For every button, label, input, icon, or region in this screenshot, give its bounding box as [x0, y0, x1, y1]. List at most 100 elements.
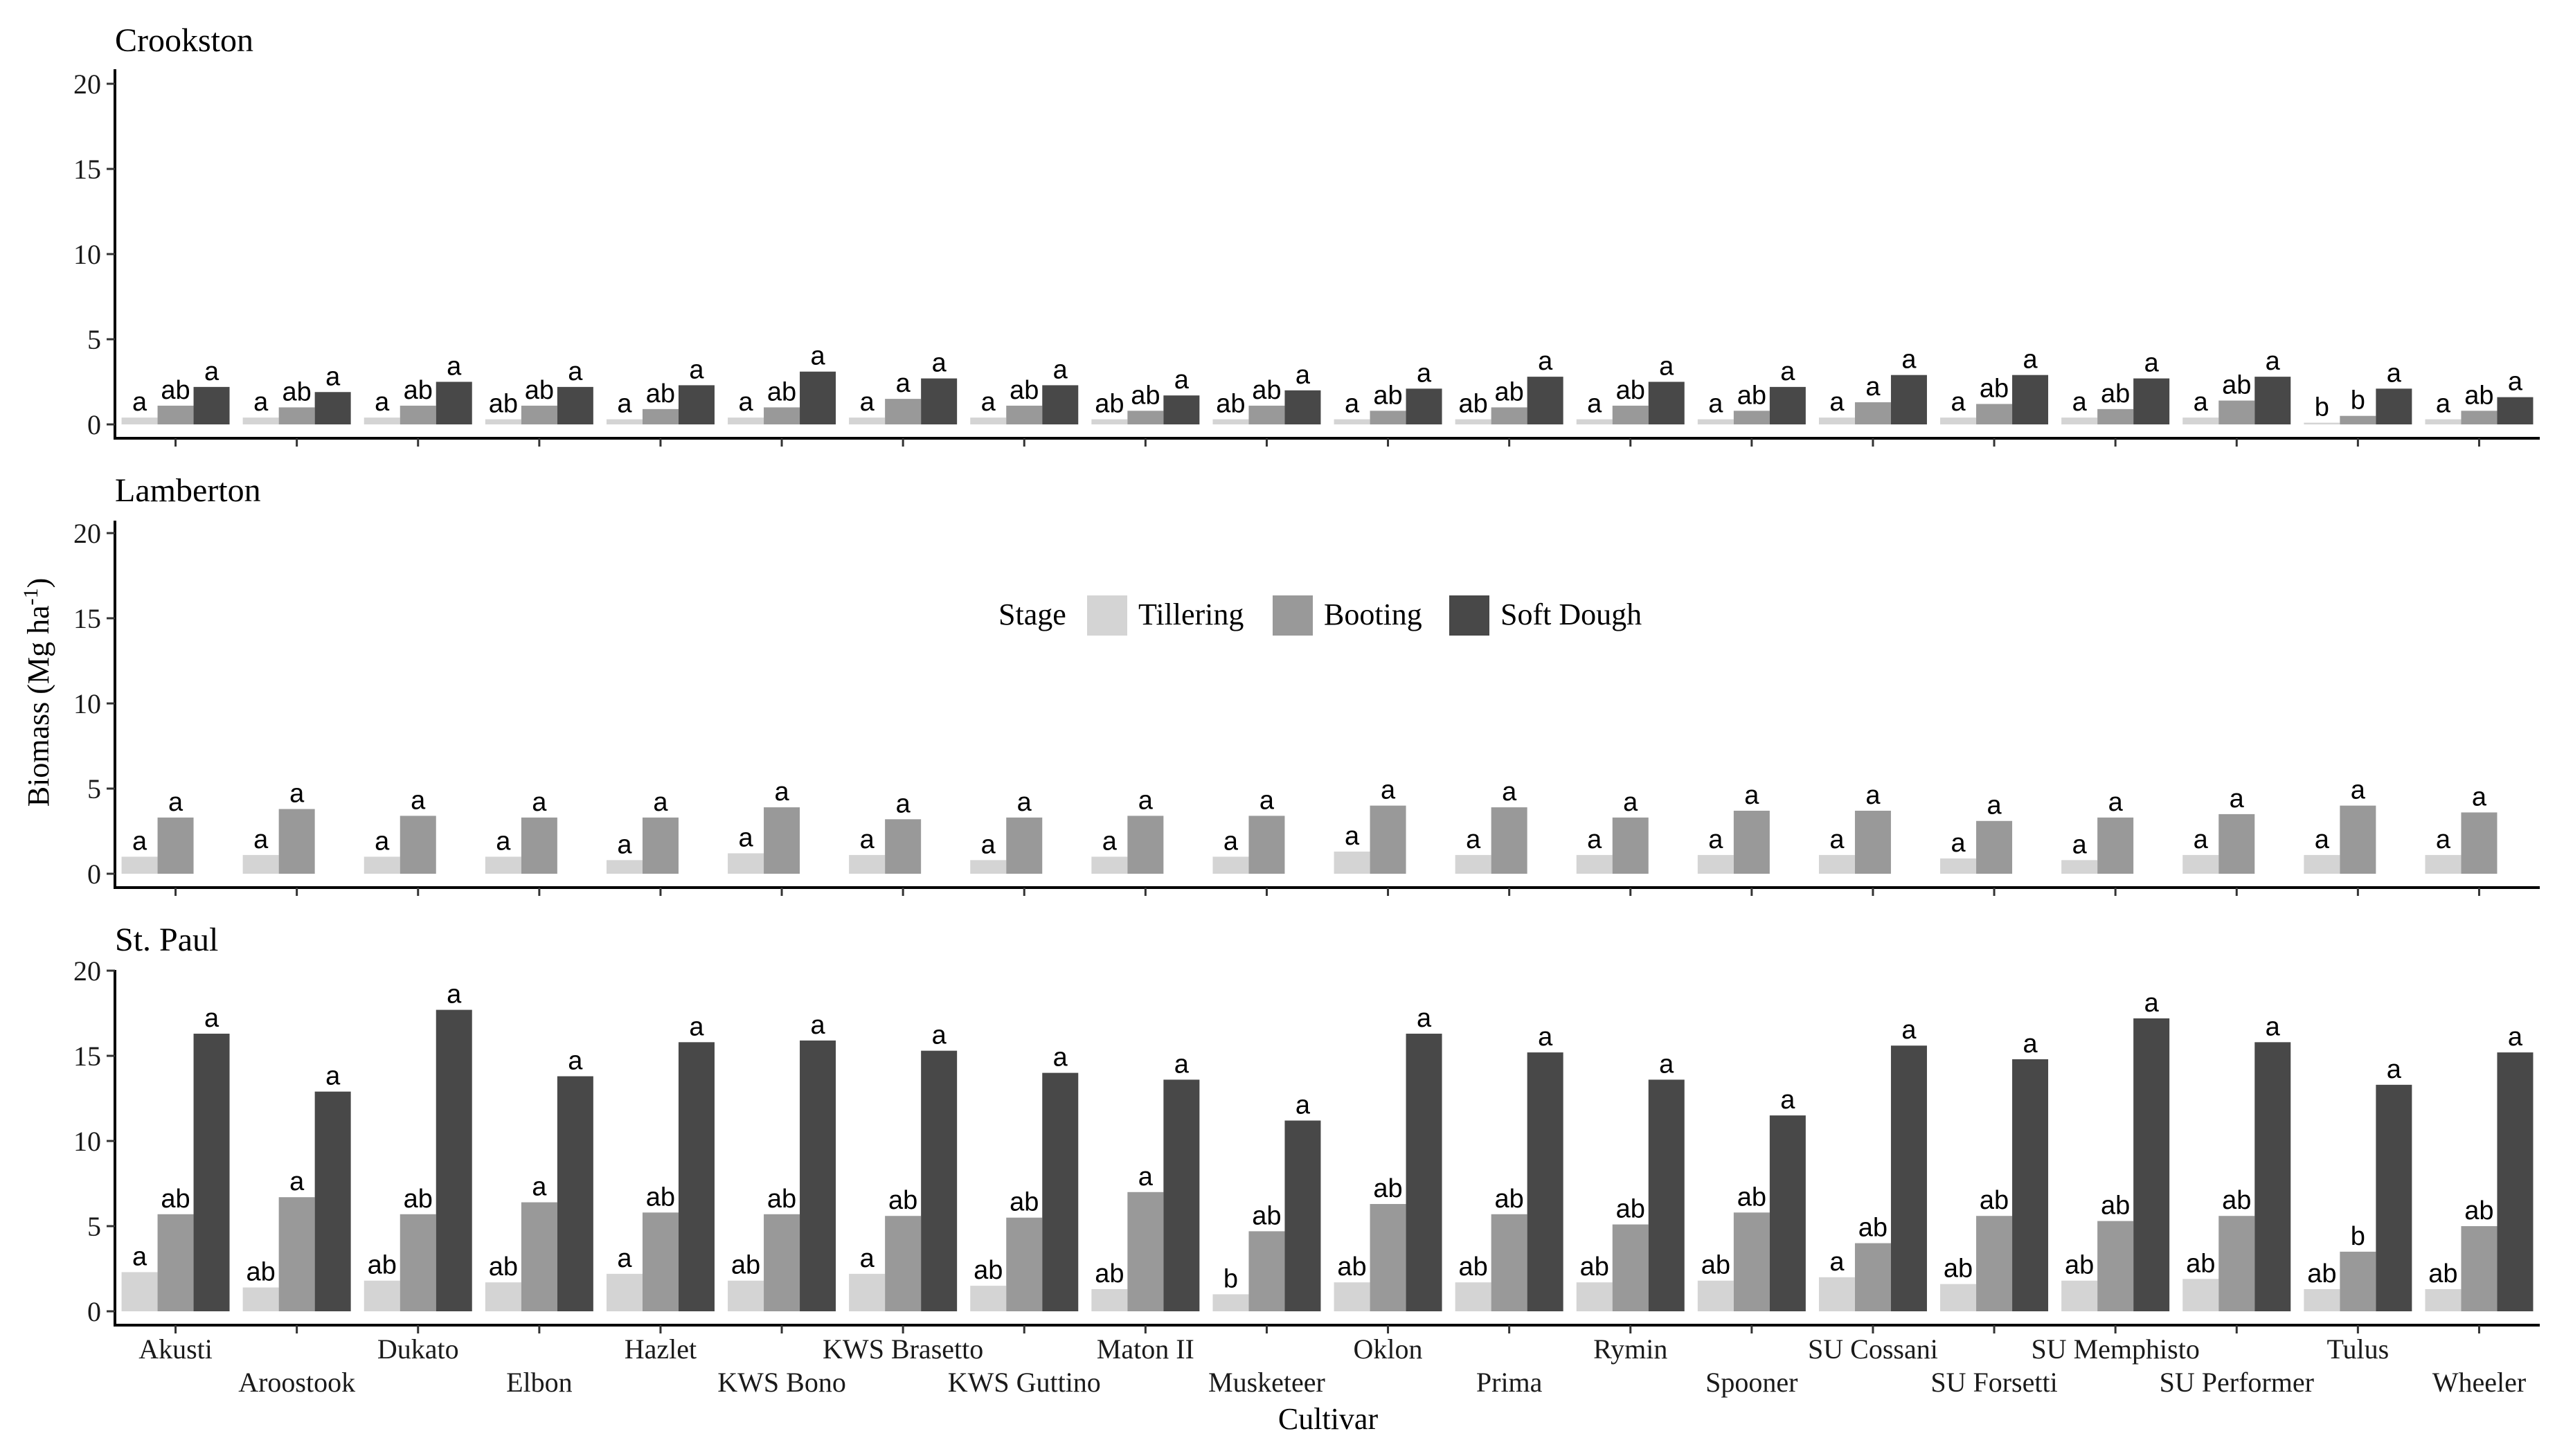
legend-label: Tillering	[1138, 597, 1244, 631]
bar-label: a	[2351, 776, 2366, 805]
bar-label: a	[1138, 1162, 1154, 1192]
bar	[557, 1076, 593, 1311]
bar-label: a	[2023, 1030, 2038, 1059]
bar-label: ab	[368, 1251, 397, 1280]
bar-label: ab	[1459, 390, 1488, 419]
bar	[1334, 419, 1370, 424]
bar	[2425, 1289, 2462, 1311]
bar	[642, 408, 679, 424]
bar	[885, 399, 922, 424]
bar	[1091, 419, 1128, 424]
bar-label: a	[1659, 1050, 1674, 1079]
bar-label: ab	[767, 1185, 796, 1214]
y-tick-label: 5	[87, 324, 101, 355]
bar-label: a	[1901, 1016, 1917, 1045]
y-axis-title-tail: )	[21, 578, 55, 588]
bar	[2218, 814, 2255, 874]
bar	[2182, 417, 2219, 424]
bar	[1769, 386, 1806, 424]
y-tick-label: 0	[87, 1296, 101, 1327]
bar	[364, 1280, 400, 1311]
y-tick-label: 15	[73, 1041, 101, 1072]
bar-label: a	[738, 388, 753, 417]
bar-label: b	[2351, 1222, 2365, 1251]
bar	[242, 1287, 279, 1311]
bar-label: a	[860, 1244, 875, 1273]
bar-label: a	[204, 1004, 219, 1033]
bar	[606, 1273, 643, 1311]
bar-label: a	[1053, 1043, 1068, 1072]
bar-label: ab	[1095, 1259, 1124, 1288]
bar	[1976, 404, 2013, 424]
bar-label: ab	[767, 377, 796, 406]
bar	[921, 378, 958, 424]
bar	[2182, 1279, 2219, 1311]
bar	[121, 1272, 158, 1311]
legend-label: Booting	[1324, 597, 1422, 631]
bar	[1248, 405, 1285, 424]
y-axis-title-superscript: -1	[19, 588, 42, 605]
x-tick-label: SU Cossani	[1808, 1333, 1938, 1365]
bar-label: a	[981, 388, 996, 417]
bar-label: ab	[1580, 1252, 1609, 1282]
bar-label: a	[1829, 825, 1845, 854]
bar	[1612, 817, 1649, 874]
bar	[2461, 812, 2498, 874]
bar	[606, 419, 643, 424]
bar-label: a	[532, 1173, 547, 1202]
bar-label: a	[774, 778, 789, 807]
bar	[2012, 375, 2049, 424]
bar-label: ab	[161, 1185, 190, 1214]
panel-title: Lamberton	[115, 472, 261, 509]
legend-swatch	[1087, 595, 1127, 636]
bar	[2340, 1251, 2376, 1311]
bar	[242, 417, 279, 424]
bar-label: ab	[1616, 1195, 1645, 1224]
bar-label: a	[2144, 349, 2160, 378]
bar-label: a	[447, 980, 462, 1009]
bar-label: ab	[1737, 381, 1766, 410]
x-tick-label: Prima	[1476, 1367, 1543, 1398]
bar-label: a	[2230, 784, 2245, 814]
bar	[1127, 816, 1164, 874]
bar-label: a	[132, 827, 147, 856]
bar	[193, 386, 230, 424]
bar-label: a	[1053, 355, 1068, 384]
bar	[485, 419, 521, 424]
bar-label: ab	[731, 1251, 760, 1280]
bar	[800, 371, 836, 424]
bar-label: ab	[2101, 1192, 2130, 1221]
bar	[1455, 419, 1491, 424]
bar-label: a	[568, 357, 583, 386]
y-tick-label: 20	[73, 518, 101, 549]
bar-label: a	[2436, 825, 2451, 854]
bar	[400, 405, 436, 424]
bar-label: ab	[1252, 1201, 1281, 1230]
y-tick-label: 10	[73, 688, 101, 719]
bar-label: a	[2315, 825, 2330, 854]
bar-label: ab	[161, 376, 190, 405]
bar	[2425, 419, 2462, 424]
bar	[1491, 807, 1527, 874]
bar	[2497, 1052, 2534, 1311]
bar-label: ab	[1095, 390, 1124, 419]
bar	[1334, 852, 1370, 874]
bar	[800, 1040, 836, 1311]
bar	[1890, 1045, 1927, 1311]
bar	[1890, 375, 1927, 424]
bar-label: ab	[2186, 1249, 2215, 1278]
bar-label: ab	[1737, 1183, 1766, 1212]
bar	[1648, 1079, 1685, 1311]
bar-label: a	[1865, 372, 1881, 402]
bar	[1334, 1282, 1370, 1311]
bar-label: a	[1296, 361, 1311, 390]
bar	[1212, 419, 1249, 424]
bar-label: ab	[1373, 1174, 1402, 1203]
bar	[764, 407, 800, 424]
bar	[1212, 856, 1249, 874]
bar	[1248, 816, 1285, 874]
bar	[1006, 405, 1043, 424]
bar	[1127, 1192, 1164, 1311]
bar-label: a	[2266, 347, 2281, 376]
